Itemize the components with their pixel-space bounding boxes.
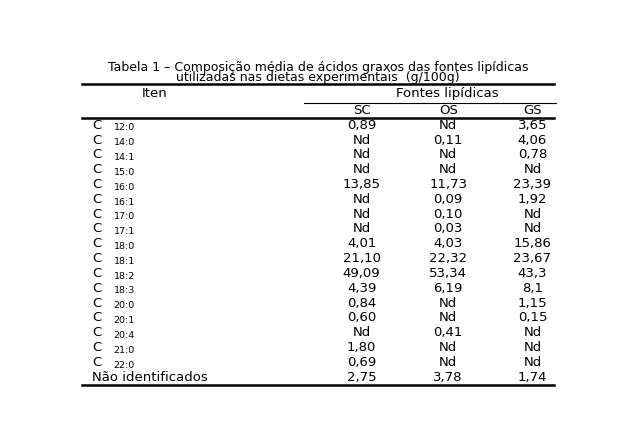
Text: 1,15: 1,15 xyxy=(518,296,547,310)
Text: Nd: Nd xyxy=(353,222,371,235)
Text: C: C xyxy=(92,237,101,250)
Text: 22,32: 22,32 xyxy=(429,252,467,265)
Text: 14:1: 14:1 xyxy=(114,153,135,162)
Text: C: C xyxy=(92,267,101,280)
Text: 18:2: 18:2 xyxy=(114,272,135,281)
Text: C: C xyxy=(92,193,101,206)
Text: 0,60: 0,60 xyxy=(347,311,376,324)
Text: C: C xyxy=(92,252,101,265)
Text: 0,10: 0,10 xyxy=(433,208,463,221)
Text: C: C xyxy=(92,148,101,161)
Text: 0,03: 0,03 xyxy=(433,222,463,235)
Text: 21:0: 21:0 xyxy=(114,346,135,355)
Text: 12:0: 12:0 xyxy=(114,123,135,133)
Text: Nd: Nd xyxy=(439,356,457,369)
Text: C: C xyxy=(92,178,101,191)
Text: 23,67: 23,67 xyxy=(514,252,551,265)
Text: 15:0: 15:0 xyxy=(114,168,135,177)
Text: Tabela 1 – Composição média de ácidos graxos das fontes lipídicas: Tabela 1 – Composição média de ácidos gr… xyxy=(108,61,528,74)
Text: 18:0: 18:0 xyxy=(114,242,135,251)
Text: Nd: Nd xyxy=(524,163,542,176)
Text: 1,92: 1,92 xyxy=(518,193,547,206)
Text: Nd: Nd xyxy=(439,119,457,132)
Text: 20:0: 20:0 xyxy=(114,301,135,310)
Text: 2,75: 2,75 xyxy=(347,371,376,384)
Text: C: C xyxy=(92,282,101,295)
Text: 0,84: 0,84 xyxy=(347,296,376,310)
Text: 17:1: 17:1 xyxy=(114,227,135,236)
Text: 0,09: 0,09 xyxy=(433,193,463,206)
Text: 11,73: 11,73 xyxy=(429,178,467,191)
Text: Nd: Nd xyxy=(353,326,371,339)
Text: C: C xyxy=(92,326,101,339)
Text: 0,69: 0,69 xyxy=(347,356,376,369)
Text: 13,85: 13,85 xyxy=(343,178,381,191)
Text: 49,09: 49,09 xyxy=(343,267,381,280)
Text: C: C xyxy=(92,119,101,132)
Text: 16:0: 16:0 xyxy=(114,183,135,192)
Text: 17:0: 17:0 xyxy=(114,212,135,221)
Text: OS: OS xyxy=(439,104,458,117)
Text: utilizadas nas dietas experimentais  (g/100g): utilizadas nas dietas experimentais (g/1… xyxy=(176,71,460,84)
Text: 4,39: 4,39 xyxy=(347,282,376,295)
Text: C: C xyxy=(92,356,101,369)
Text: Nd: Nd xyxy=(439,296,457,310)
Text: 0,15: 0,15 xyxy=(518,311,547,324)
Text: Nd: Nd xyxy=(524,341,542,354)
Text: 8,1: 8,1 xyxy=(522,282,543,295)
Text: Nd: Nd xyxy=(524,208,542,221)
Text: C: C xyxy=(92,133,101,146)
Text: Nd: Nd xyxy=(524,326,542,339)
Text: 18:1: 18:1 xyxy=(114,257,135,266)
Text: 22:0: 22:0 xyxy=(114,361,135,370)
Text: 6,19: 6,19 xyxy=(433,282,463,295)
Text: 3,78: 3,78 xyxy=(433,371,463,384)
Text: 0,41: 0,41 xyxy=(433,326,463,339)
Text: 4,03: 4,03 xyxy=(433,237,463,250)
Text: 4,01: 4,01 xyxy=(347,237,376,250)
Text: Nd: Nd xyxy=(353,148,371,161)
Text: Nd: Nd xyxy=(524,222,542,235)
Text: C: C xyxy=(92,311,101,324)
Text: 23,39: 23,39 xyxy=(514,178,551,191)
Text: 0,78: 0,78 xyxy=(518,148,547,161)
Text: 4,06: 4,06 xyxy=(518,133,547,146)
Text: Nd: Nd xyxy=(439,163,457,176)
Text: Nd: Nd xyxy=(353,133,371,146)
Text: Nd: Nd xyxy=(353,208,371,221)
Text: 15,86: 15,86 xyxy=(514,237,551,250)
Text: 14:0: 14:0 xyxy=(114,138,135,147)
Text: Fontes lipídicas: Fontes lipídicas xyxy=(396,87,498,100)
Text: C: C xyxy=(92,222,101,235)
Text: 21,10: 21,10 xyxy=(343,252,381,265)
Text: C: C xyxy=(92,208,101,221)
Text: Iten: Iten xyxy=(142,87,168,100)
Text: Não identificados: Não identificados xyxy=(92,371,208,384)
Text: 1,74: 1,74 xyxy=(518,371,547,384)
Text: Nd: Nd xyxy=(524,356,542,369)
Text: C: C xyxy=(92,341,101,354)
Text: C: C xyxy=(92,296,101,310)
Text: 3,65: 3,65 xyxy=(518,119,547,132)
Text: Nd: Nd xyxy=(439,341,457,354)
Text: 20:1: 20:1 xyxy=(114,316,135,325)
Text: Nd: Nd xyxy=(439,148,457,161)
Text: 0,89: 0,89 xyxy=(347,119,376,132)
Text: C: C xyxy=(92,163,101,176)
Text: 0,11: 0,11 xyxy=(433,133,463,146)
Text: 53,34: 53,34 xyxy=(429,267,467,280)
Text: 1,80: 1,80 xyxy=(347,341,376,354)
Text: SC: SC xyxy=(353,104,370,117)
Text: 20:4: 20:4 xyxy=(114,331,135,340)
Text: 18:3: 18:3 xyxy=(114,286,135,296)
Text: Nd: Nd xyxy=(353,193,371,206)
Text: Nd: Nd xyxy=(353,163,371,176)
Text: 16:1: 16:1 xyxy=(114,198,135,207)
Text: GS: GS xyxy=(523,104,542,117)
Text: 43,3: 43,3 xyxy=(518,267,547,280)
Text: Nd: Nd xyxy=(439,311,457,324)
